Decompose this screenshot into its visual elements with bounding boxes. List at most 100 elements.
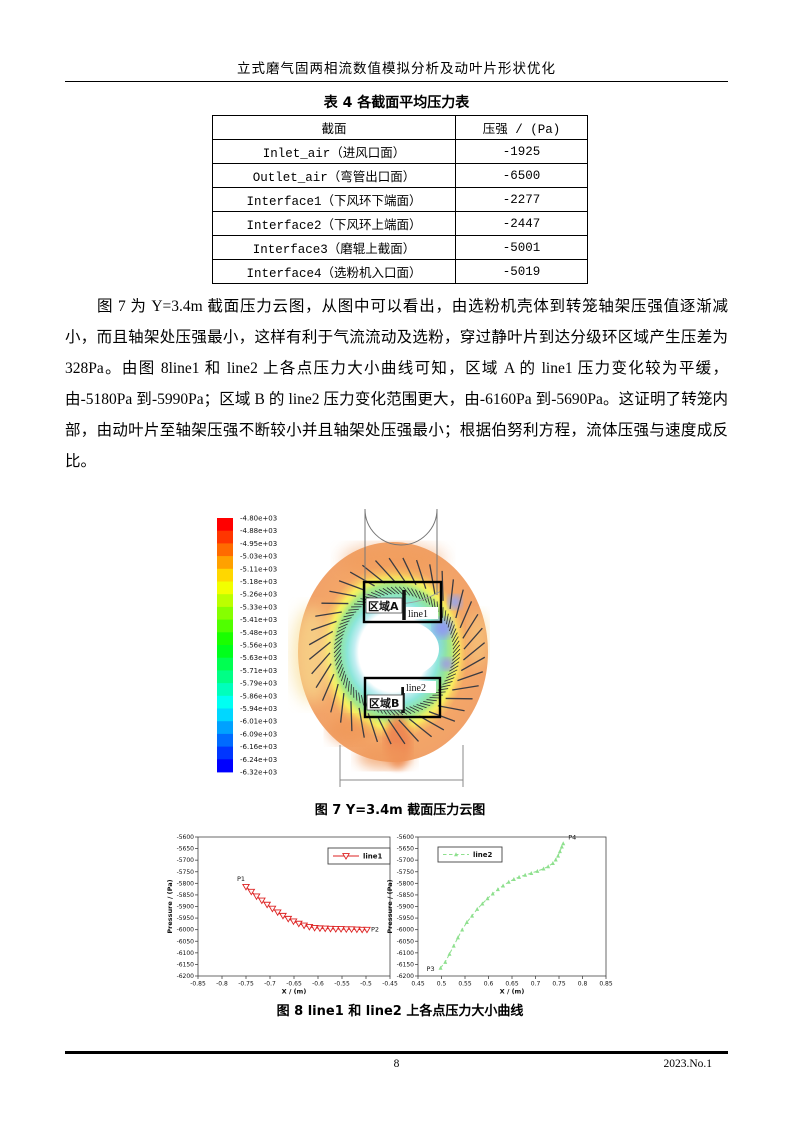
y-tick-label: -5600	[397, 834, 415, 841]
colorbar-segment	[217, 606, 233, 620]
y-tick-label: -6100	[177, 950, 195, 957]
colorbar-tick-label: -5.33e+03	[240, 603, 277, 611]
rotor-cage-tick	[382, 588, 392, 595]
colorbar-tick-label: -5.94e+03	[240, 705, 277, 713]
static-vane	[310, 620, 337, 631]
rotor-cage-tick	[452, 636, 459, 646]
rotor-cage-tick	[422, 592, 428, 603]
rotor-cage-tick	[334, 637, 343, 645]
colorbar-tick-label: -5.03e+03	[240, 553, 277, 561]
x-tick-label: -0.5	[360, 981, 372, 988]
data-marker	[557, 849, 562, 854]
figure7-contour: -4.80e+03 -4.88e+03 -4.95e+03 -5.03e+03 -5.1…	[217, 508, 488, 787]
rotor-cage-tick	[429, 697, 440, 699]
colorbar-segment	[217, 645, 233, 659]
colorbar-segment	[217, 670, 233, 684]
data-marker	[451, 943, 456, 948]
section-name-cell: Interface3（磨辊上截面）	[212, 235, 456, 260]
region-b-annotation: 区域B line2	[363, 676, 442, 719]
static-vane	[429, 564, 436, 595]
rotor-cage-tick	[415, 589, 421, 600]
colorbar-segment	[217, 530, 233, 544]
static-vane	[308, 641, 331, 660]
rotor-cage-tick	[407, 587, 414, 597]
rotor-cage-tick	[447, 669, 458, 676]
data-marker	[455, 935, 460, 940]
x-tick-label: -0.8	[216, 981, 228, 988]
data-marker	[337, 926, 346, 933]
contour-patch	[441, 658, 453, 670]
colorbar-tick-label: -5.79e+03	[240, 680, 277, 688]
rotor-cage-tick	[419, 702, 431, 707]
pressure-table: 截面 压强 / (Pa) Inlet_air（进风口面） -1925 Outlet_…	[212, 115, 589, 284]
x-tick-label: 0.55	[458, 981, 472, 988]
rotor-cage-tick	[337, 663, 343, 674]
static-vane	[408, 718, 433, 738]
region-b-label: 区域B	[369, 696, 399, 710]
data-marker	[464, 920, 469, 925]
data-marker	[556, 853, 561, 858]
data-marker	[310, 924, 319, 932]
colorbar-tick-label: -5.48e+03	[240, 629, 277, 637]
static-vane	[329, 590, 357, 597]
rotor-cage-tick	[403, 586, 411, 596]
x-axis-title: X / (m)	[282, 988, 307, 996]
data-marker	[358, 926, 367, 934]
body-paragraph: 图 7 为 Y=3.4m 截面压力云图，从图中可以看出，由选粉机壳体到转笼轴架压…	[65, 298, 728, 470]
pressure-value-cell: -1925	[454, 139, 589, 164]
y-tick-label: -5900	[397, 904, 415, 911]
region-b-box	[363, 676, 442, 719]
data-marker	[352, 926, 361, 934]
legend-label: line1	[363, 853, 383, 861]
rotor-cage-tick	[334, 652, 342, 662]
colorbar: -4.80e+03 -4.88e+03 -4.95e+03 -5.03e+03 -5.1…	[217, 515, 277, 777]
rotor-cage-tick	[444, 610, 447, 621]
point-label: P4	[568, 833, 576, 841]
static-vane	[349, 571, 375, 587]
data-marker	[475, 906, 480, 911]
rotor-cage-tick	[335, 656, 342, 666]
colorbar-tick-label: -6.09e+03	[240, 730, 277, 738]
x-tick-label: -0.6	[312, 981, 324, 988]
static-vane	[388, 557, 407, 583]
data-marker	[561, 841, 566, 846]
rotor-cage-tick	[345, 611, 357, 614]
rotor-cage-tick	[355, 689, 358, 701]
rotor-cage-tick	[452, 640, 460, 650]
static-vane	[428, 711, 456, 722]
x-tick-label: 0.6	[484, 981, 494, 988]
colorbar-tick-label: -5.26e+03	[240, 591, 277, 599]
line1-label-bg	[406, 607, 438, 619]
static-vane	[315, 663, 332, 689]
static-vane	[308, 630, 334, 646]
pressure-value-cell: -5001	[454, 235, 589, 260]
colorbar-segment	[217, 657, 233, 671]
data-marker	[242, 883, 250, 891]
data-marker	[517, 874, 522, 879]
static-vane	[321, 673, 335, 701]
colorbar-tick-label: -4.80e+03	[240, 515, 277, 523]
data-marker	[331, 926, 340, 933]
colorbar-tick-label: -6.24e+03	[240, 756, 277, 764]
region-a-label: 区域A	[368, 599, 399, 613]
rotor-cage-tick	[446, 613, 449, 625]
static-vane	[452, 685, 479, 691]
static-vane	[419, 715, 445, 731]
colorbar-tick-label: -6.16e+03	[240, 743, 277, 751]
data-marker	[268, 905, 277, 913]
x-tick-label: -0.85	[190, 981, 206, 988]
y-tick-label: -6050	[397, 938, 415, 945]
colorbar-tick-label: -6.32e+03	[240, 769, 277, 777]
data-marker	[284, 915, 293, 923]
rotor-cage-tick	[333, 645, 342, 654]
static-vane	[463, 642, 486, 661]
colorbar-tick-label: -4.88e+03	[240, 527, 277, 535]
point-label: P2	[371, 926, 379, 934]
rotor-cage-tick	[390, 586, 400, 595]
x-tick-label: -0.55	[334, 981, 350, 988]
figure8-caption: 图 8 line1 和 line2 上各点压力大小曲线	[276, 1004, 524, 1019]
rotor-cage-tick	[386, 587, 396, 595]
table-row: Interface4（选粉机入口面） -5019	[212, 259, 589, 284]
rotor-cage-tick	[409, 706, 420, 712]
